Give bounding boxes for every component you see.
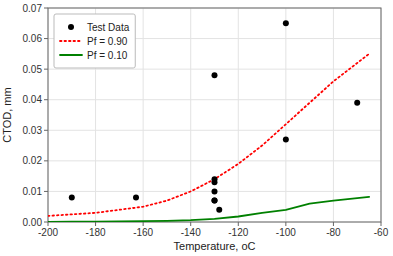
legend-swatch <box>68 24 74 30</box>
legend-swatch <box>60 54 82 56</box>
point <box>212 198 218 204</box>
data <box>48 20 369 222</box>
grid-line <box>285 8 286 222</box>
tick-mark <box>285 222 286 226</box>
tick-mark <box>190 222 191 226</box>
series <box>48 54 369 216</box>
tick-mark <box>44 130 48 131</box>
tick-mark <box>44 191 48 192</box>
tick-mark <box>44 160 48 161</box>
tick-mark <box>44 222 48 223</box>
plot-area <box>48 8 381 222</box>
grid-line <box>48 99 381 100</box>
tick-mark <box>95 222 96 226</box>
tick-mark <box>44 8 48 9</box>
tick-label: -60 <box>374 227 389 238</box>
line <box>48 197 369 222</box>
series <box>48 197 369 222</box>
legend-entry: Pf = 0.10 <box>87 50 128 61</box>
tick-label: 0.06 <box>23 33 43 44</box>
tick-label: -180 <box>86 227 106 238</box>
tick-mark <box>44 69 48 70</box>
grid-line <box>48 69 381 70</box>
x-axis-label: Temperature, oC <box>174 240 256 252</box>
series <box>69 20 360 212</box>
legend-entry: Test Data <box>87 22 130 33</box>
point <box>133 195 139 201</box>
grid-line <box>143 8 144 222</box>
tick-label: -120 <box>228 227 248 238</box>
point <box>354 100 360 106</box>
point <box>212 72 218 78</box>
tick-mark <box>381 222 382 226</box>
grid <box>48 8 381 222</box>
tick-label: 0.07 <box>23 3 43 14</box>
grid-line <box>333 8 334 222</box>
tick-label: -200 <box>38 227 58 238</box>
grid-line <box>48 130 381 131</box>
legend: Test Data Pf = 0.90 Pf = 0.10 <box>54 14 135 68</box>
axes: -200 -180 -160 -140 -120 -100 -80 -60 0.00 0.01 0.… <box>23 3 389 239</box>
legend-entry: Pf = 0.90 <box>87 36 128 47</box>
tick-label: 0.00 <box>23 217 43 228</box>
tick-mark <box>333 222 334 226</box>
tick-label: -100 <box>276 227 296 238</box>
tick-mark <box>238 222 239 226</box>
point <box>69 195 75 201</box>
tick-label: -160 <box>133 227 153 238</box>
point <box>283 20 289 26</box>
chart: -200 -180 -160 -140 -120 -100 -80 -60 0.00 0.01 0.… <box>0 0 393 256</box>
tick-label: 0.02 <box>23 155 43 166</box>
tick-mark <box>44 99 48 100</box>
point <box>283 136 289 142</box>
tick-label: -140 <box>181 227 201 238</box>
grid-line <box>190 8 191 222</box>
point <box>212 198 218 204</box>
point <box>216 207 222 213</box>
tick-mark <box>143 222 144 226</box>
grid-line <box>48 160 381 161</box>
grid-line <box>238 8 239 222</box>
line <box>48 54 369 216</box>
point <box>212 188 218 194</box>
y-axis-label: CTOD, mm <box>1 87 13 142</box>
plot-frame <box>48 8 381 222</box>
tick-label: 0.01 <box>23 186 43 197</box>
legend-box <box>54 14 135 68</box>
tick-label: 0.05 <box>23 64 43 75</box>
legend-swatch <box>60 40 82 42</box>
tick-mark <box>48 222 49 226</box>
tick-label: 0.04 <box>23 94 43 105</box>
tick-label: -80 <box>326 227 341 238</box>
tick-label: 0.03 <box>23 125 43 136</box>
point <box>212 179 218 185</box>
tick-mark <box>44 38 48 39</box>
